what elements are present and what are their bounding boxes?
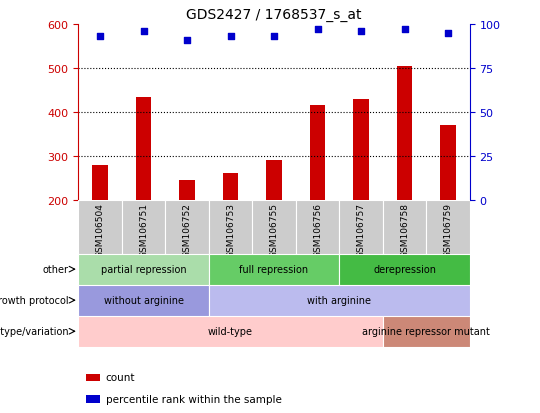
Text: count: count [106, 372, 135, 382]
Bar [441, 126, 456, 200]
Bar [383, 316, 470, 347]
Point [183, 37, 191, 44]
Point [226, 34, 235, 40]
Bar [426, 200, 470, 254]
Bar [310, 106, 325, 200]
Text: GSM106757: GSM106757 [356, 203, 366, 258]
Bar [92, 166, 107, 200]
Bar [209, 254, 339, 285]
Text: other: other [43, 264, 69, 275]
Text: derepression: derepression [373, 264, 436, 275]
Bar [122, 200, 165, 254]
Bar [339, 200, 383, 254]
Text: GSM106753: GSM106753 [226, 203, 235, 258]
Bar [179, 180, 194, 200]
Point [270, 34, 279, 40]
Bar [252, 200, 296, 254]
Bar [397, 66, 412, 200]
Bar [266, 161, 282, 200]
Text: without arginine: without arginine [104, 295, 184, 306]
Text: with arginine: with arginine [307, 295, 372, 306]
Point [357, 28, 366, 35]
Bar [78, 200, 122, 254]
Text: arginine repressor mutant: arginine repressor mutant [362, 326, 490, 337]
Bar [383, 200, 426, 254]
Bar [86, 374, 100, 381]
Bar [296, 200, 339, 254]
Text: wild-type: wild-type [208, 326, 253, 337]
Point [96, 34, 104, 40]
Bar [78, 254, 209, 285]
Text: percentile rank within the sample: percentile rank within the sample [106, 394, 281, 404]
Bar [136, 98, 151, 200]
Text: GSM106758: GSM106758 [400, 203, 409, 258]
Text: GSM106759: GSM106759 [443, 203, 453, 258]
Text: full repression: full repression [239, 264, 309, 275]
Bar [86, 396, 100, 403]
Bar [354, 100, 369, 200]
Bar [78, 316, 383, 347]
Text: GSM106756: GSM106756 [313, 203, 322, 258]
Bar [209, 285, 470, 316]
Text: GSM106504: GSM106504 [96, 203, 105, 258]
Point [139, 28, 148, 35]
Text: GSM106752: GSM106752 [183, 203, 192, 258]
Point [444, 30, 453, 37]
Text: growth protocol: growth protocol [0, 295, 69, 306]
Point [400, 27, 409, 33]
Bar [209, 200, 252, 254]
Bar [339, 254, 470, 285]
Text: genotype/variation: genotype/variation [0, 326, 69, 337]
Text: GSM106755: GSM106755 [269, 203, 279, 258]
Text: partial repression: partial repression [101, 264, 186, 275]
Bar [165, 200, 209, 254]
Title: GDS2427 / 1768537_s_at: GDS2427 / 1768537_s_at [186, 8, 362, 22]
Bar [223, 174, 238, 200]
Text: GSM106751: GSM106751 [139, 203, 148, 258]
Point [313, 27, 322, 33]
Bar [78, 285, 209, 316]
